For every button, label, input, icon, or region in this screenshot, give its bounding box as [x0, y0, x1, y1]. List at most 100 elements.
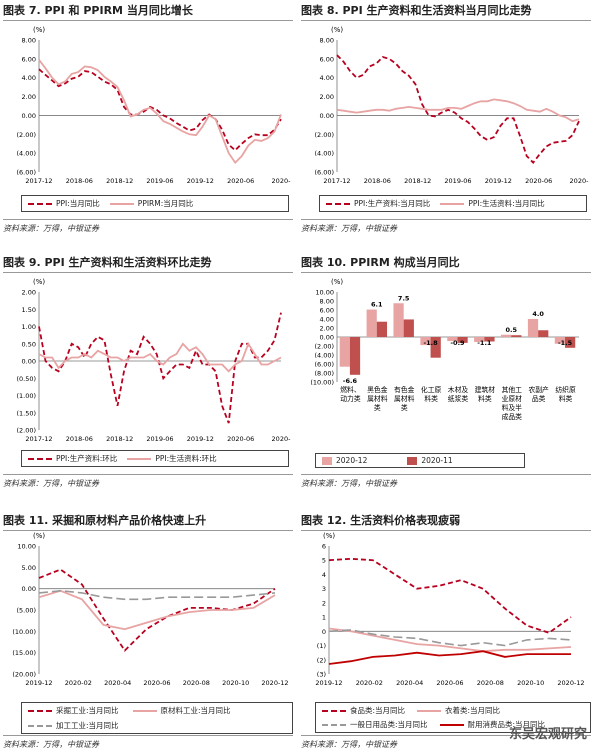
- y-tick-label: (6.00): [16, 169, 36, 177]
- line-chart: (%) 10.00 5.00 0.00 (5.00) (10.00) (15.00) (20.…: [12, 532, 288, 687]
- series-line: [38, 68, 282, 152]
- legend-item: PPI:生活资料:当月同比: [440, 198, 545, 209]
- legend-item: 采掘工业:当月同比: [28, 705, 119, 716]
- bar: [565, 337, 576, 348]
- bar: [484, 337, 495, 342]
- category-label: 料类: [424, 394, 438, 403]
- y-tick-label: 8.00: [320, 298, 334, 306]
- series-line: [336, 98, 580, 123]
- y-tick-label: (4.00): [314, 150, 334, 158]
- x-tick-label: 2020-06: [227, 177, 254, 185]
- bar: [447, 337, 458, 342]
- y-tick-label: 6: [322, 543, 326, 551]
- x-tick-label: 2017-12: [323, 177, 350, 185]
- data-label: 4.0: [532, 310, 544, 318]
- x-tick-label: 2020-: [570, 177, 590, 185]
- y-tick-label: 10.00: [315, 289, 334, 297]
- bar: [339, 337, 350, 367]
- x-tick-label: 2019-12: [187, 177, 214, 185]
- x-tick-label: 2020-12: [557, 679, 584, 687]
- legend-item: 耐用消费品类:当月同比: [439, 719, 545, 730]
- bar: [393, 303, 404, 337]
- series-line: [336, 54, 580, 164]
- y-tick-label: 4.00: [22, 74, 36, 82]
- y-tick-label: (1): [317, 642, 326, 650]
- legend-item: 加工工业:当月同比: [28, 720, 119, 731]
- bar: [403, 319, 414, 337]
- y-tick-label: 2.00: [320, 325, 334, 333]
- y-tick-label: 0: [322, 628, 326, 636]
- series-line: [328, 627, 572, 653]
- series-line: [328, 650, 571, 665]
- line-chart: (%) 2.00 1.50 1.00 0.50 0.00 (0.50) (1.00) (1.50…: [16, 278, 291, 443]
- series-line: [328, 557, 572, 634]
- y-tick-label: (10.00): [12, 628, 36, 636]
- category-label: 纺织原: [555, 385, 576, 394]
- y-tick-label: 5: [322, 557, 326, 565]
- y-tick-label: (1.50): [16, 409, 36, 417]
- chart-source: 资料来源：万得，中银证券: [3, 474, 293, 489]
- x-tick-label: 2018-12: [106, 177, 133, 185]
- legend-item: PPI:当月同比: [28, 198, 100, 209]
- watermark: 东吴宏观研究: [508, 727, 587, 742]
- data-label: 0.5: [505, 326, 517, 334]
- x-tick-label: 2019-12: [25, 679, 52, 687]
- data-label: -1.5: [558, 339, 573, 347]
- chart-panel-ppi-mom: 图表 9. PPI 生产资料和生活资料环比走势 (%) 2.00 1.50 1.00 0…: [3, 254, 293, 494]
- data-label: -1.1: [477, 339, 492, 347]
- category-label: 其他工: [502, 385, 523, 394]
- y-tick-label: 1.00: [22, 323, 36, 331]
- bar: [511, 335, 522, 337]
- y-axis-unit: (%): [33, 278, 45, 286]
- y-tick-label: (4.00): [314, 352, 334, 360]
- category-label: 纸浆类: [448, 394, 469, 403]
- chart-title: 图表 8. PPI 生产资料和生活资料当月同比走势: [301, 2, 591, 21]
- y-tick-label: (0.50): [16, 375, 36, 383]
- y-tick-label: 0.00: [22, 585, 36, 593]
- chart-source: 资料来源：万得，中银证券: [3, 219, 293, 234]
- legend-item: 一般日用品类:当月同比: [322, 719, 428, 730]
- y-tick-label: 0.00: [320, 112, 334, 120]
- chart-legend: PPI:当月同比 PPIRM:当月同比: [21, 195, 289, 212]
- y-tick-label: 2.00: [320, 93, 334, 101]
- series-line: [328, 629, 572, 647]
- chart-panel-mining-materials: 图表 11. 采掘和原材料产品价格快速上升 (%) 10.00 5.00 0.00 (5…: [3, 512, 293, 752]
- category-label: 料类: [559, 394, 573, 403]
- y-tick-label: (6.00): [314, 169, 334, 177]
- bar: [501, 334, 512, 337]
- x-tick-label: 2020-10: [517, 679, 544, 687]
- y-tick-label: (20.00): [12, 671, 36, 679]
- bar: [538, 330, 549, 337]
- y-tick-label: 1: [322, 614, 326, 622]
- x-tick-label: 2020-04: [396, 679, 423, 687]
- y-tick-label: 6.00: [320, 307, 334, 315]
- y-tick-label: 5.00: [22, 564, 36, 572]
- category-label: 料类: [478, 394, 492, 403]
- y-tick-label: 4.00: [320, 316, 334, 324]
- y-tick-label: (15.00): [12, 649, 36, 657]
- y-axis-unit: (%): [323, 532, 335, 540]
- legend-item: 原材料工业:当月同比: [132, 705, 231, 716]
- data-label: -0.9: [450, 339, 465, 347]
- category-label: 化工原: [421, 385, 442, 394]
- category-label: 类: [401, 403, 408, 412]
- x-tick-label: 2019-06: [146, 435, 173, 443]
- y-tick-label: (6.00): [314, 361, 334, 369]
- y-tick-label: (2.00): [314, 131, 334, 139]
- chart-panel-ppi-ppirm: 图表 7. PPI 和 PPIRM 当月同比增长 (%) 8.00 6.00 4.00…: [3, 2, 293, 234]
- x-tick-label: 2020-06: [436, 679, 463, 687]
- chart-title: 图表 12. 生活资料价格表现疲弱: [301, 512, 591, 531]
- y-tick-label: 2.00: [22, 289, 36, 297]
- y-tick-label: (2.00): [314, 343, 334, 351]
- bar: [474, 337, 485, 342]
- x-tick-label: 2020-02: [65, 679, 92, 687]
- data-label: 6.1: [371, 301, 383, 309]
- chart-legend: 2020-12 2020-11: [315, 453, 525, 468]
- y-tick-label: 2.00: [22, 93, 36, 101]
- y-tick-label: 6.00: [22, 55, 36, 63]
- legend-item: 2020-12: [322, 456, 367, 465]
- y-axis-unit: (%): [33, 26, 45, 34]
- chart-title: 图表 11. 采掘和原材料产品价格快速上升: [3, 512, 293, 531]
- x-tick-label: 2018-12: [404, 177, 431, 185]
- chart-panel-consumer-goods: 图表 12. 生活资料价格表现疲弱 (%) 6 5 4 3 2 1 0 (1) (2) (3) 201…: [301, 512, 593, 752]
